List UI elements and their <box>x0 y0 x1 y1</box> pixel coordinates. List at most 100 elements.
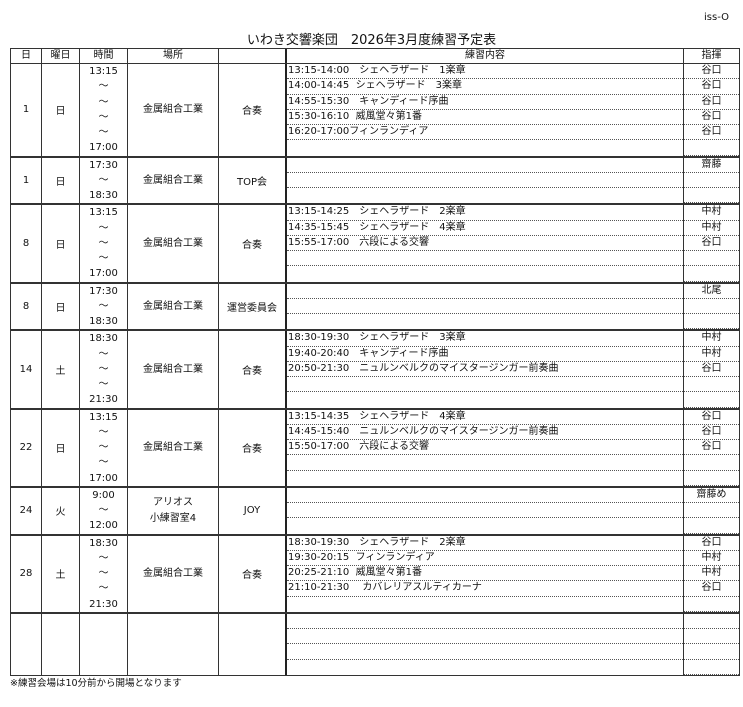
conductor-cell: 中村 中村 谷口 <box>684 205 739 282</box>
time-cell: 18:30 ～ ～ ～ 21:30 <box>80 535 128 612</box>
time-line: 17:30 <box>89 159 118 171</box>
time-line: 17:00 <box>89 472 118 484</box>
place-line: 金属組合工業 <box>143 104 203 116</box>
schedule-block: 28 土 18:30 ～ ～ ～ 21:30 金属組合工業 合奏 18:30-19:30 シェヘラ… <box>11 535 739 614</box>
practice-item: 15:30-16:10 威風堂々第1番 <box>287 110 683 125</box>
conductor-name <box>684 597 739 612</box>
time-line: ～ <box>98 363 109 375</box>
day-cell: 1 <box>11 157 42 204</box>
time-cell: 13:15 ～ ～ ～ 17:00 <box>80 409 128 486</box>
schedule-body: 1 日 13:15 ～～～～ 17:00 金属組合工業 合奏 13:15-14:00 シェヘラ… <box>11 64 739 675</box>
practice-item <box>287 173 683 188</box>
weekday-cell: 日 <box>42 64 80 156</box>
practice-item: 21:10-21:30 カバレリアスルティカーナ <box>287 581 683 597</box>
conductor-name <box>684 503 739 519</box>
time-line: 21:30 <box>89 598 118 610</box>
day-cell: 24 <box>11 487 42 534</box>
time-line: 13:15 <box>89 411 118 423</box>
header-day: 日 <box>11 49 42 63</box>
conductor-name: 中村 <box>684 551 739 566</box>
time-cell: 13:15 ～ ～ ～ 17:00 <box>80 205 128 282</box>
time-line: ～ <box>98 174 109 186</box>
practice-item: 20:50-21:30 ニュルンベルクのマイスタージンガー前奏曲 <box>287 362 683 377</box>
type-cell <box>219 613 287 675</box>
conductor-name: 谷口 <box>684 362 739 377</box>
place-line: 金属組合工業 <box>143 237 203 249</box>
conductor-name: 中村 <box>684 566 739 582</box>
time-line: ～ <box>98 348 109 360</box>
conductor-cell: 齋藤め <box>684 488 739 534</box>
conductor-cell: 谷口 中村 中村 谷口 <box>684 536 739 612</box>
conductor-name <box>684 471 739 486</box>
practice-item <box>287 660 683 675</box>
header-content: 練習内容 <box>287 49 684 63</box>
conductor-name: 谷口 <box>684 79 739 95</box>
practice-item: 15:55-17:00 六段による交響 <box>287 236 683 251</box>
place-line: 金属組合工業 <box>143 442 203 453</box>
practice-item <box>287 518 683 533</box>
practice-item <box>287 471 683 486</box>
day-cell: 28 <box>11 535 42 612</box>
schedule-block: 22 日 13:15 ～ ～ ～ 17:00 金属組合工業 合奏 13:15-14:35 シェヘラ… <box>11 409 739 488</box>
practice-item <box>287 140 683 155</box>
weekday-cell: 日 <box>42 205 80 282</box>
conductor-name: 谷口 <box>684 425 739 440</box>
place-cell: 金属組合工業 <box>128 331 219 408</box>
conductor-name <box>684 299 739 314</box>
time-line: ～ <box>98 583 109 595</box>
day-cell <box>11 613 42 675</box>
conductor-name: 谷口 <box>684 440 739 456</box>
schedule-block <box>11 613 739 675</box>
header-place: 場所 <box>128 49 219 63</box>
conductor-cell <box>684 614 739 675</box>
type-cell: JOY <box>219 487 287 534</box>
schedule-block: 1 日 13:15 ～ ～ ～ ～ 17:00 金属組合工業 合奏 13:15-14:00 シェヘラ… <box>11 64 739 158</box>
practice-item <box>287 299 683 314</box>
practice-item <box>287 488 683 503</box>
conductor-name <box>684 188 739 204</box>
conductor-name <box>684 392 739 408</box>
weekday-cell: 日 <box>42 283 80 330</box>
conductor-name <box>684 614 739 629</box>
practice-item <box>287 251 683 267</box>
conductor-cell: 谷口 谷口 谷口 谷口 谷口 <box>684 64 739 156</box>
practice-item: 14:00-14:45 シェヘラザード 3楽章 <box>287 79 683 95</box>
practice-item <box>287 284 683 299</box>
practice-item <box>287 644 683 660</box>
conductor-name <box>684 140 739 156</box>
time-line: ～ <box>98 426 109 438</box>
time-cell: 17:30 ～ 18:30 <box>80 283 128 330</box>
header-time: 時間 <box>80 49 128 63</box>
content-cell <box>287 613 684 675</box>
place-cell: 金属組合工業 <box>128 205 219 282</box>
page-title: いわき交響楽団 2026年3月度練習予定表 <box>246 33 497 48</box>
schedule-block: 14 土 18:30 ～ ～ ～ 21:30 金属組合工業 合奏 18:30-19:30 シェヘラ… <box>11 331 739 410</box>
practice-item: 14:45-15:40 ニュルンベルクのマイスタージンガー前奏曲 <box>287 425 683 440</box>
time-line: ～ <box>98 300 109 312</box>
time-line: ～ <box>98 127 109 138</box>
time-line: 17:00 <box>89 142 118 154</box>
time-line: ～ <box>98 457 109 469</box>
practice-item: 13:15-14:25 シェヘラザード 2楽章 <box>287 205 683 221</box>
time-line: 18:30 <box>89 190 118 201</box>
place-cell: 金属組合工業 <box>128 283 219 330</box>
header-type <box>219 49 287 63</box>
conductor-name <box>684 629 739 645</box>
place-cell: アリオス 小練習室4 <box>128 487 219 534</box>
practice-item <box>287 455 683 471</box>
type-cell: 合奏 <box>219 331 287 408</box>
schedule-block: 24 火 9:00 ～ 12:00 アリオス 小練習室4 JOY 齋藤め <box>11 487 739 536</box>
practice-item: 14:55-15:30 キャンディード序曲 <box>287 95 683 110</box>
time-line: 17:30 <box>89 285 118 297</box>
weekday-cell: 土 <box>42 535 80 612</box>
day-cell: 1 <box>11 64 42 156</box>
type-cell: 合奏 <box>219 205 287 282</box>
day-cell: 22 <box>11 409 42 486</box>
type-cell: 運営委員会 <box>219 283 287 330</box>
time-line: 18:30 <box>89 333 118 345</box>
place-cell: 金属組合工業 <box>128 157 219 204</box>
conductor-cell: 中村 中村 谷口 <box>684 331 739 408</box>
time-line: ～ <box>98 442 109 453</box>
time-line: ～ <box>98 552 109 564</box>
conductor-name: 谷口 <box>684 410 739 425</box>
